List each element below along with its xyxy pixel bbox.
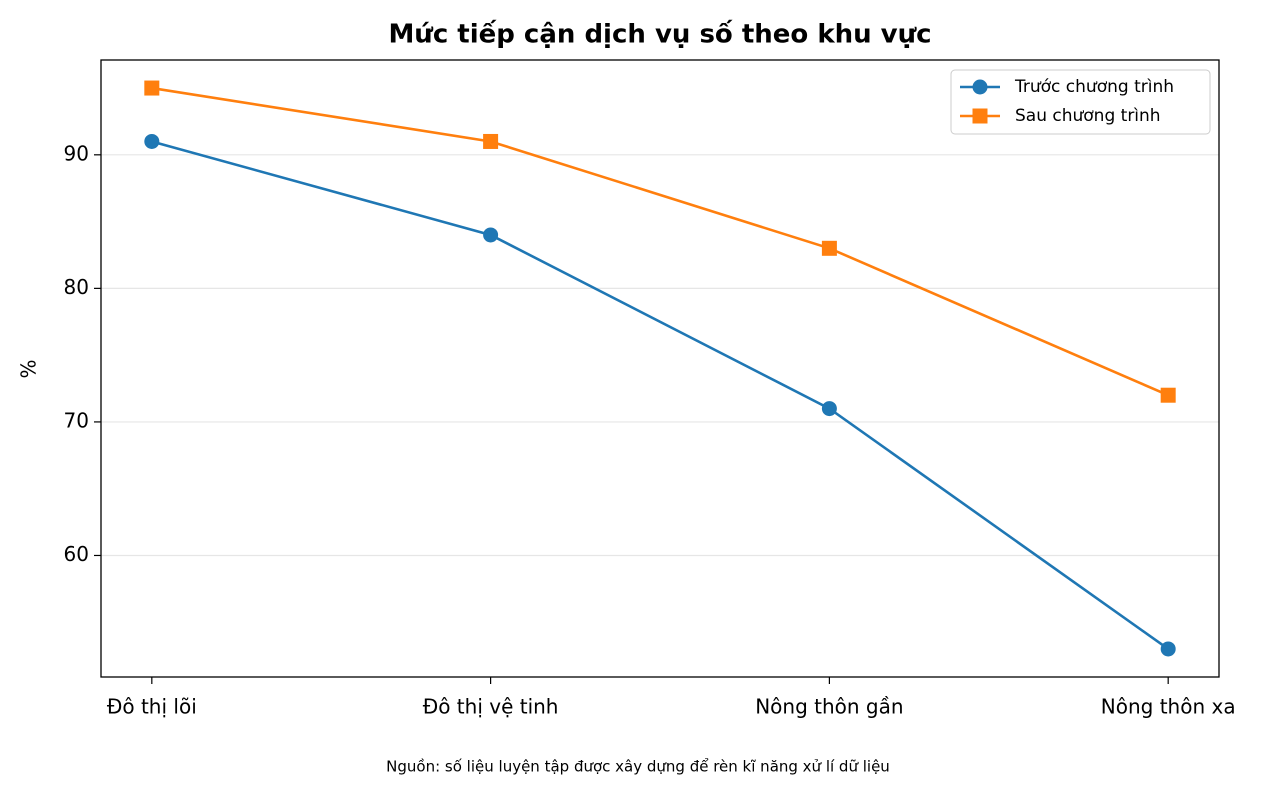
legend-box	[950, 69, 1211, 135]
legend-label: Trước chương trình	[1014, 77, 1174, 97]
x-tick-label: Đô thị lõi	[107, 695, 197, 719]
y-axis-label: %	[17, 359, 41, 378]
x-tick-label: Đô thị vệ tinh	[423, 695, 559, 719]
marker	[972, 79, 988, 95]
series-line	[151, 140, 1169, 651]
source-note: Nguồn: số liệu luyện tập được xây dựng đ…	[386, 758, 890, 776]
series-line	[151, 86, 1169, 397]
plot-frame	[100, 59, 1220, 678]
marker	[972, 108, 988, 124]
marker	[821, 401, 837, 417]
marker	[144, 133, 160, 149]
y-tick-label: 70	[64, 408, 89, 432]
x-tick-label: Nông thôn xa	[1101, 695, 1236, 719]
chart-title: Mức tiếp cận dịch vụ số theo khu vực	[388, 19, 931, 50]
y-tick-label: 60	[64, 542, 89, 566]
y-tick-label: 90	[64, 141, 89, 165]
marker	[1160, 641, 1176, 657]
marker	[1160, 387, 1176, 403]
legend-label: Sau chương trình	[1015, 106, 1161, 126]
marker	[144, 80, 160, 96]
marker	[483, 227, 499, 243]
x-tick-label: Nông thôn gần	[755, 695, 903, 719]
marker	[483, 133, 499, 149]
marker	[821, 240, 837, 256]
y-tick-label: 80	[64, 275, 89, 299]
